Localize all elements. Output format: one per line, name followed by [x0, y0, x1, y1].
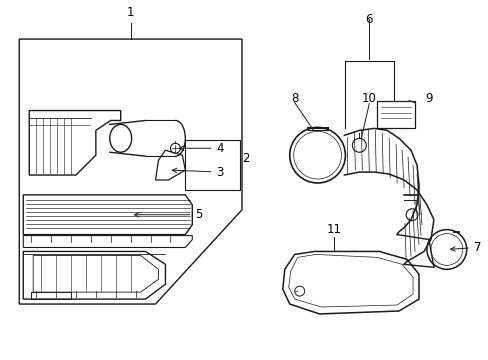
Text: 5: 5 [134, 208, 202, 221]
Text: 9: 9 [425, 92, 432, 105]
Text: 7: 7 [450, 241, 480, 254]
Text: 2: 2 [242, 152, 249, 165]
Text: 8: 8 [290, 92, 298, 105]
Text: 10: 10 [361, 92, 376, 105]
Bar [376, 100, 414, 129]
Text: 6: 6 [365, 13, 372, 26]
Text: 1: 1 [127, 6, 134, 19]
Text: 4: 4 [179, 142, 224, 155]
Text: 3: 3 [172, 166, 224, 179]
Text: 11: 11 [326, 223, 341, 236]
Bar [185, 140, 240, 190]
